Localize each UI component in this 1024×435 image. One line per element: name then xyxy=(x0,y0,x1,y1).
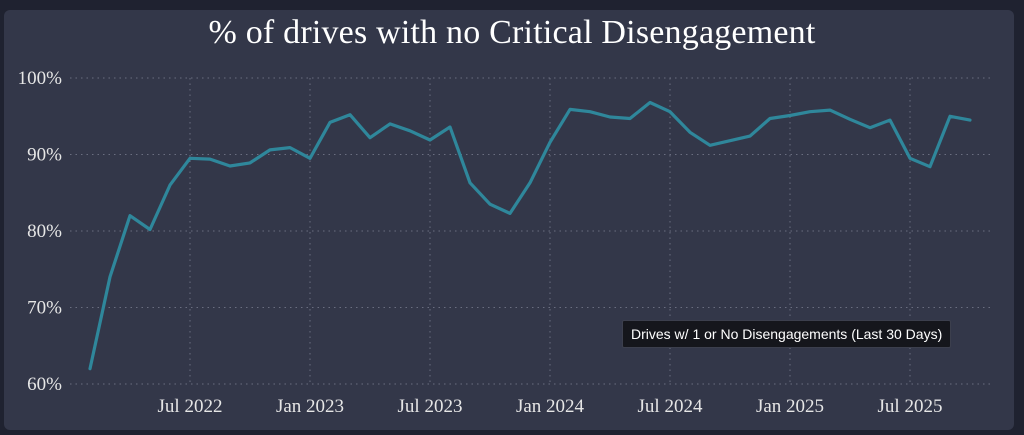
x-axis-ticks: Jul 2022 Jan 2023 Jul 2023 Jan 2024 Jul 2024… xyxy=(158,396,943,417)
y-tick-label: 80% xyxy=(27,221,62,242)
series-line[interactable] xyxy=(88,100,972,371)
x-tick-label: Jul 2024 xyxy=(638,396,703,417)
x-tick-label: Jul 2023 xyxy=(398,396,463,417)
series-tooltip: Drives w/ 1 or No Disengagements (Last 3… xyxy=(622,320,952,348)
x-tick-label: Jul 2025 xyxy=(878,396,943,417)
chart-title: % of drives with no Critical Disengageme… xyxy=(208,14,816,51)
x-tick-label: Jul 2022 xyxy=(158,396,223,417)
grid-lines xyxy=(70,77,990,385)
y-tick-label: 70% xyxy=(27,298,62,319)
series-layer xyxy=(88,100,972,371)
x-tick-label: Jan 2023 xyxy=(276,396,344,417)
chart-panel xyxy=(4,10,1014,430)
y-axis-ticks: 100% 90% 80% 70% 60% xyxy=(18,68,63,395)
y-tick-label: 100% xyxy=(18,68,63,89)
y-tick-label: 60% xyxy=(27,374,62,395)
x-tick-label: Jan 2024 xyxy=(516,396,585,417)
y-tick-label: 90% xyxy=(27,145,62,166)
x-tick-label: Jan 2025 xyxy=(756,396,824,417)
